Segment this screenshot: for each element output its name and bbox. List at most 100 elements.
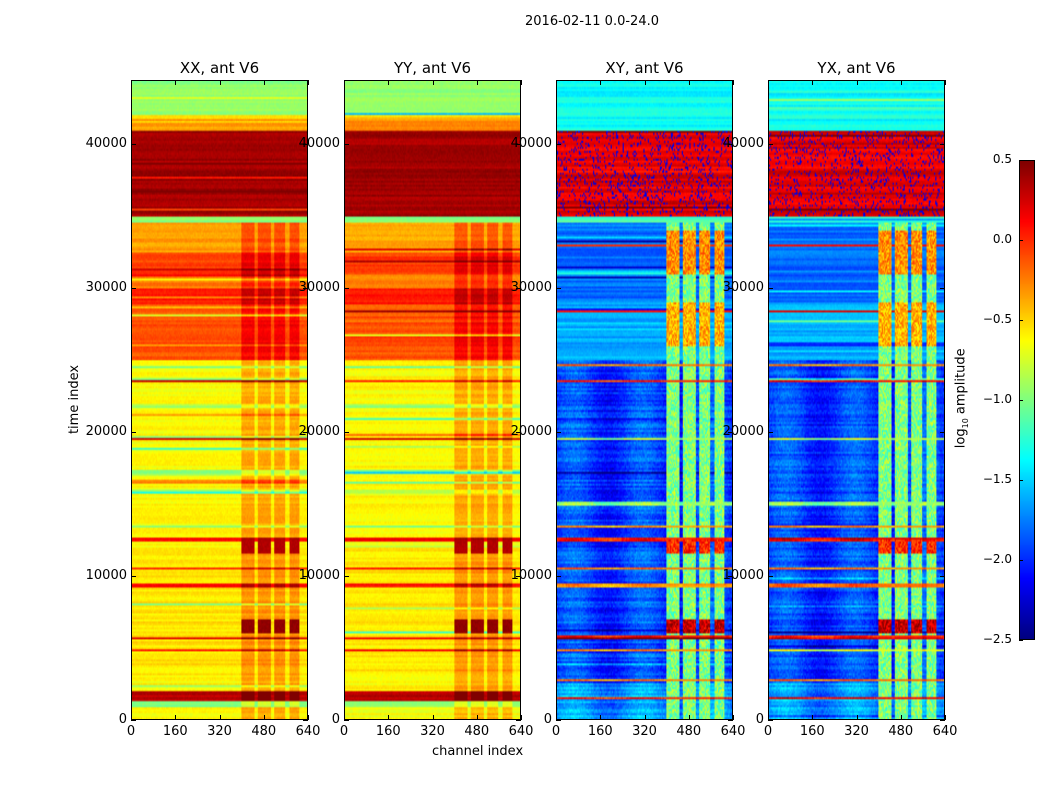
y-tick: [768, 576, 773, 577]
colorbar-tick-label: −1.0: [982, 392, 1012, 406]
x-tick: [768, 80, 769, 85]
y-tick: [131, 432, 136, 433]
x-tick-label: 640: [932, 724, 958, 739]
x-tick-label: 640: [508, 724, 534, 739]
y-tick: [303, 144, 308, 145]
y-tick: [556, 720, 561, 721]
x-tick-label: 160: [162, 724, 188, 739]
x-tick-label: 0: [126, 724, 136, 739]
x-tick-label: 160: [375, 724, 401, 739]
x-tick: [644, 80, 646, 85]
y-tick: [940, 432, 945, 433]
y-tick: [768, 720, 773, 721]
y-tick: [516, 432, 521, 433]
colorbar-label-sub: 10: [961, 418, 971, 429]
x-tick-label: 320: [207, 724, 232, 739]
x-tick: [388, 80, 390, 85]
y-tick: [728, 432, 733, 433]
x-tick-label: 320: [844, 724, 869, 739]
y-tick: [940, 144, 945, 145]
y-tick-label: 40000: [298, 136, 340, 151]
heatmap-panel-3: [768, 80, 945, 720]
x-tick: [476, 715, 478, 720]
y-tick-label: 40000: [722, 136, 764, 151]
x-tick: [900, 80, 902, 85]
y-tick: [131, 576, 136, 577]
y-tick: [768, 144, 773, 145]
colorbar-tick: [1019, 400, 1023, 401]
x-tick-label: 160: [799, 724, 825, 739]
x-tick: [219, 80, 221, 85]
x-tick-label: 640: [295, 724, 321, 739]
x-tick: [688, 80, 690, 85]
y-tick: [556, 144, 561, 145]
x-tick: [521, 80, 522, 85]
y-tick: [768, 432, 773, 433]
x-tick: [308, 80, 309, 85]
x-tick: [556, 80, 557, 85]
x-tick: [131, 80, 132, 85]
heatmap-image: [557, 81, 732, 719]
y-tick: [940, 288, 945, 289]
x-tick: [600, 80, 602, 85]
y-tick-label: 30000: [85, 280, 127, 295]
heatmap-image: [132, 81, 307, 719]
y-tick: [516, 288, 521, 289]
y-tick: [131, 144, 136, 145]
panel-title: XX, ant V6: [179, 59, 260, 77]
x-tick: [812, 715, 814, 720]
x-tick: [476, 80, 478, 85]
y-tick: [344, 144, 349, 145]
y-tick: [728, 576, 733, 577]
x-tick: [388, 715, 390, 720]
y-tick-label: 30000: [298, 280, 340, 295]
x-tick: [733, 715, 734, 720]
y-tick: [344, 288, 349, 289]
y-tick-label: 0: [118, 712, 127, 727]
y-tick: [344, 432, 349, 433]
y-tick: [728, 720, 733, 721]
y-tick: [556, 288, 561, 289]
x-tick: [600, 715, 602, 720]
y-tick: [131, 288, 136, 289]
x-tick: [521, 715, 522, 720]
y-tick: [303, 720, 308, 721]
y-tick-label: 0: [755, 712, 764, 727]
heatmap-panel-2: [556, 80, 733, 720]
x-tick: [175, 715, 177, 720]
x-tick: [432, 715, 434, 720]
x-tick-label: 480: [888, 724, 914, 739]
x-tick-label: 0: [763, 724, 773, 739]
x-tick-label: 480: [464, 724, 490, 739]
figure-title: 2016-02-11 0.0-24.0: [525, 14, 659, 29]
y-tick: [728, 288, 733, 289]
x-tick: [812, 80, 814, 85]
x-tick: [688, 715, 690, 720]
x-tick: [344, 715, 345, 720]
x-tick: [263, 80, 265, 85]
x-tick-label: 480: [251, 724, 277, 739]
y-tick-label: 40000: [510, 136, 552, 151]
y-tick: [768, 288, 773, 289]
colorbar-tick: [1019, 480, 1023, 481]
x-tick: [432, 80, 434, 85]
x-tick-label: 320: [632, 724, 657, 739]
y-tick: [940, 576, 945, 577]
y-tick: [303, 576, 308, 577]
y-tick-label: 10000: [510, 568, 552, 583]
y-tick: [344, 720, 349, 721]
x-tick: [856, 715, 858, 720]
colorbar-tick-label: −2.0: [982, 552, 1012, 566]
y-tick-label: 20000: [722, 424, 764, 439]
panel-title: YY, ant V6: [393, 59, 471, 77]
x-tick: [175, 80, 177, 85]
x-tick: [900, 715, 902, 720]
x-tick: [131, 715, 132, 720]
y-tick-label: 20000: [510, 424, 552, 439]
x-tick: [945, 80, 946, 85]
y-tick-label: 10000: [298, 568, 340, 583]
x-tick: [644, 715, 646, 720]
heatmap-image: [769, 81, 944, 719]
panel-title: XY, ant V6: [605, 59, 684, 77]
y-tick-label: 20000: [298, 424, 340, 439]
